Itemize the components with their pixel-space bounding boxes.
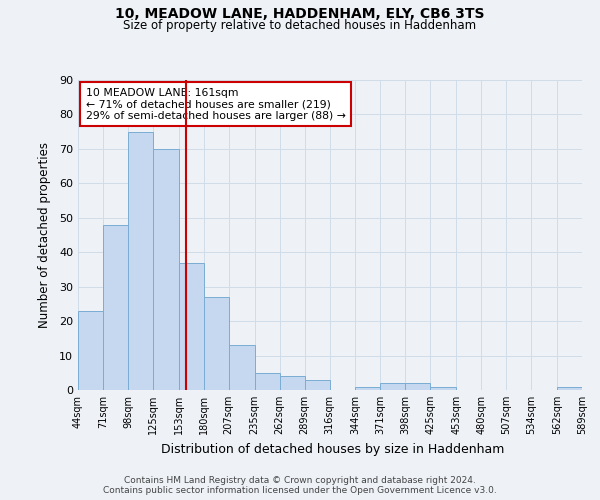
Bar: [380, 383, 406, 390]
Bar: [179, 262, 204, 390]
Text: Distribution of detached houses by size in Haddenham: Distribution of detached houses by size …: [161, 442, 505, 456]
Bar: [229, 345, 254, 390]
Bar: [406, 383, 430, 390]
Bar: [78, 311, 103, 390]
Bar: [430, 386, 456, 390]
Text: 10 MEADOW LANE: 161sqm
← 71% of detached houses are smaller (219)
29% of semi-de: 10 MEADOW LANE: 161sqm ← 71% of detached…: [86, 88, 346, 121]
Bar: [280, 376, 305, 390]
Text: Contains HM Land Registry data © Crown copyright and database right 2024.
Contai: Contains HM Land Registry data © Crown c…: [103, 476, 497, 495]
Bar: [103, 224, 128, 390]
Bar: [557, 386, 582, 390]
Bar: [355, 386, 380, 390]
Bar: [254, 373, 280, 390]
Bar: [305, 380, 329, 390]
Text: Size of property relative to detached houses in Haddenham: Size of property relative to detached ho…: [124, 19, 476, 32]
Bar: [128, 132, 153, 390]
Y-axis label: Number of detached properties: Number of detached properties: [38, 142, 50, 328]
Bar: [204, 297, 229, 390]
Text: 10, MEADOW LANE, HADDENHAM, ELY, CB6 3TS: 10, MEADOW LANE, HADDENHAM, ELY, CB6 3TS: [115, 8, 485, 22]
Bar: [153, 149, 179, 390]
